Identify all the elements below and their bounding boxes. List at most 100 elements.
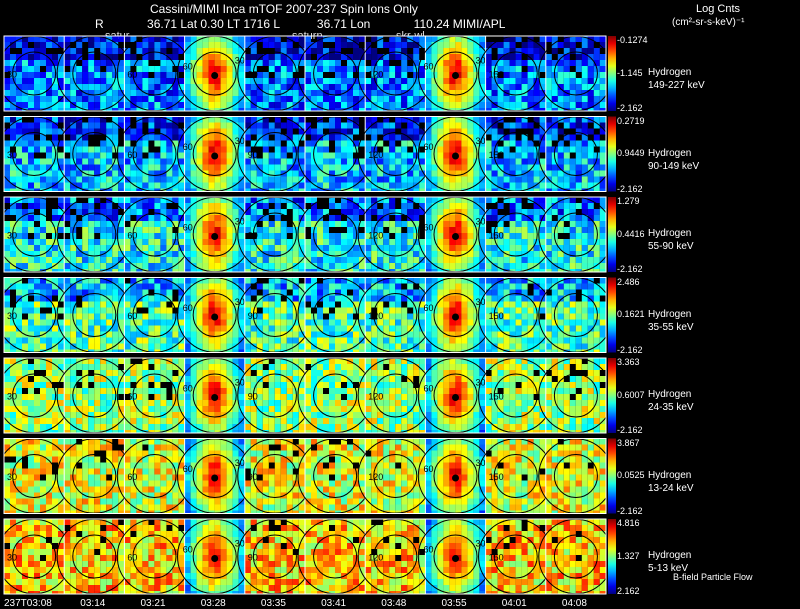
pixel xyxy=(419,102,426,108)
pixel xyxy=(226,128,233,135)
pixel xyxy=(238,66,245,72)
pixel xyxy=(491,269,498,272)
pixel xyxy=(178,245,185,251)
pixel xyxy=(28,337,34,344)
pixel xyxy=(226,251,233,257)
pixel xyxy=(274,146,281,153)
pixel xyxy=(377,283,384,290)
pixel xyxy=(515,170,522,177)
pixel xyxy=(94,66,101,72)
pixel xyxy=(359,90,365,96)
pixel xyxy=(112,188,119,192)
pixel xyxy=(569,170,576,177)
pixel xyxy=(106,301,113,308)
pixel xyxy=(425,78,432,84)
pixel xyxy=(22,42,28,48)
pixel xyxy=(148,307,155,314)
pixel xyxy=(58,197,64,203)
pixel xyxy=(467,227,474,233)
pixel xyxy=(557,140,564,147)
pixel xyxy=(214,116,221,123)
pixel xyxy=(292,78,299,84)
pixel xyxy=(214,349,221,353)
pixel xyxy=(136,84,143,90)
pixel xyxy=(232,128,239,135)
pixel xyxy=(599,36,606,42)
pixel xyxy=(311,215,317,221)
pixel xyxy=(232,257,239,263)
pixel xyxy=(52,36,58,42)
pixel xyxy=(286,349,293,353)
pixel xyxy=(16,331,22,338)
pixel xyxy=(40,319,46,326)
pixel xyxy=(347,60,353,66)
pixel xyxy=(292,164,299,171)
pixel xyxy=(226,54,233,60)
pixel xyxy=(52,325,58,332)
pixel xyxy=(256,60,263,66)
pixel xyxy=(455,158,462,165)
pixel xyxy=(485,170,492,177)
pixel xyxy=(298,301,305,308)
pixel xyxy=(130,239,137,245)
pixel xyxy=(449,54,456,60)
pixel xyxy=(130,197,137,203)
pixel xyxy=(4,66,10,72)
ring-label: 90 xyxy=(248,311,258,321)
pixel xyxy=(76,182,83,189)
pixel xyxy=(347,84,353,90)
pixel xyxy=(317,134,323,141)
pixel xyxy=(599,108,606,111)
pixel xyxy=(64,227,71,233)
pixel xyxy=(118,203,125,209)
pixel xyxy=(497,245,504,251)
pixel xyxy=(250,343,257,350)
pixel xyxy=(136,158,143,165)
pixel xyxy=(16,295,22,302)
pixel xyxy=(407,239,414,245)
pixel xyxy=(292,158,299,165)
pixel xyxy=(467,102,474,108)
pixel xyxy=(539,263,546,269)
pixel xyxy=(226,122,233,129)
pixel xyxy=(40,182,46,189)
pixel xyxy=(569,116,576,123)
pixel xyxy=(46,90,52,96)
pixel xyxy=(208,140,215,147)
pixel xyxy=(515,66,522,72)
pixel xyxy=(100,164,107,171)
pixel xyxy=(413,277,420,284)
contour-ring xyxy=(132,212,177,257)
pixel xyxy=(232,343,239,350)
pixel xyxy=(268,295,275,302)
pixel xyxy=(184,134,191,141)
pixel xyxy=(286,96,293,102)
pixel xyxy=(88,221,95,227)
pixel xyxy=(449,203,456,209)
pixel xyxy=(292,60,299,66)
pixel xyxy=(40,197,46,203)
pixel xyxy=(286,331,293,338)
pixel xyxy=(202,78,209,84)
ring-label: 90 xyxy=(248,69,258,79)
pixel xyxy=(262,221,269,227)
pixel xyxy=(214,164,221,171)
pixel xyxy=(94,289,101,296)
pixel xyxy=(365,158,372,165)
pixel xyxy=(40,203,46,209)
pixel xyxy=(551,84,558,90)
pixel xyxy=(485,209,492,215)
pixel xyxy=(136,325,143,332)
pixel xyxy=(575,176,582,183)
pixel xyxy=(419,116,426,123)
pixel xyxy=(455,257,462,263)
pixel xyxy=(401,54,408,60)
pixel xyxy=(533,269,540,272)
pixel xyxy=(142,277,149,284)
pixel xyxy=(94,170,101,177)
pixel xyxy=(557,54,564,60)
pixel xyxy=(178,128,185,135)
pixel xyxy=(395,269,402,272)
pixel xyxy=(329,331,335,338)
pixel xyxy=(569,221,576,227)
